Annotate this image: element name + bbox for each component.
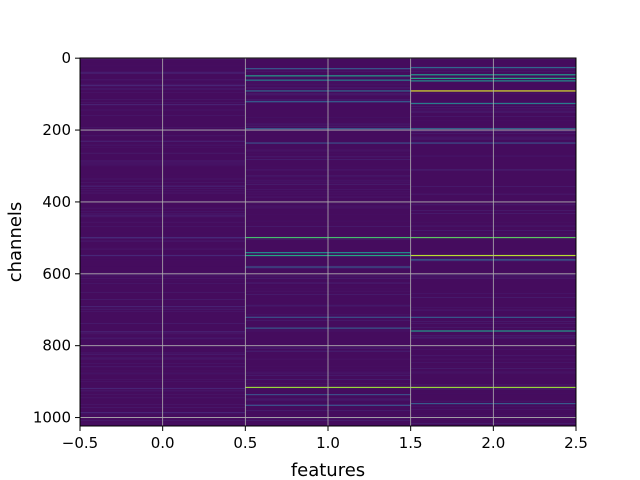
y-tick-label: 600 [42,265,71,283]
x-tick-label: 2.5 [564,434,588,452]
x-axis-label: features [291,460,365,480]
x-tick-label: 2.0 [481,434,505,452]
y-tick-label: 0 [61,49,71,67]
y-axis-label: channels [5,202,26,283]
y-tick-label: 800 [42,337,71,355]
x-tick-label: 0.0 [151,434,175,452]
y-tick-label: 400 [42,193,71,211]
axis-ticks: −0.5 0.0 0.5 1.0 1.5 2.0 2.5 0 200 400 600 800 1000 [33,49,588,452]
y-tick-label: 1000 [33,409,71,427]
x-tick-label: 1.5 [399,434,423,452]
y-tick-label: 200 [42,121,71,139]
x-tick-label: 1.0 [316,434,340,452]
x-tick-label: −0.5 [62,434,98,452]
x-tick-label: 0.5 [233,434,257,452]
